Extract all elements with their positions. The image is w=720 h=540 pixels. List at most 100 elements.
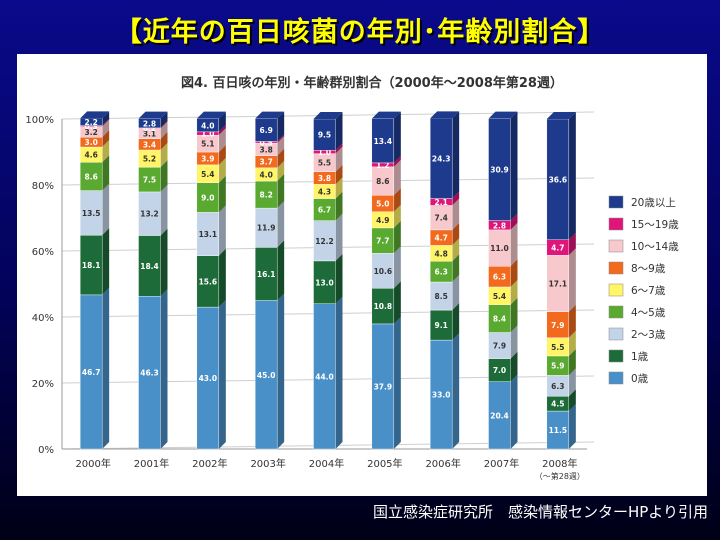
legend-swatch <box>608 195 624 209</box>
x-tick-label: 2000年 <box>75 457 110 470</box>
source-credit: 国立感染症研究所 感染情報センターHPより引用 <box>372 503 708 521</box>
bar-segment-side <box>568 304 576 338</box>
bar-segment-side <box>277 136 285 156</box>
data-label: 7.9 <box>551 321 564 330</box>
data-label: 8.4 <box>493 315 506 324</box>
bar-segment-side <box>218 205 226 256</box>
data-label: 3.0 <box>85 138 98 147</box>
bar-segment-side <box>218 248 226 308</box>
data-label: 4.3 <box>318 187 331 196</box>
bar-top <box>488 111 518 119</box>
bar-segment-side <box>102 183 110 236</box>
bar-segment-side <box>568 389 576 412</box>
bar-segment-side <box>335 191 343 221</box>
data-label: 4.6 <box>85 151 98 160</box>
bar-segment-side <box>393 155 401 167</box>
y-tick-label: 100% <box>25 115 54 126</box>
data-label: 13.4 <box>374 137 393 146</box>
x-tick-label: 2003年 <box>250 457 285 470</box>
data-label: 10.8 <box>374 302 393 311</box>
bar-segment-side <box>510 325 518 359</box>
data-label: 4.7 <box>435 234 448 243</box>
bar-segment-side <box>335 177 343 199</box>
data-label: 30.9 <box>490 166 509 175</box>
bar-segment-side <box>218 175 226 213</box>
legend-label: 2〜3歳 <box>631 329 666 341</box>
data-label: 18.1 <box>82 261 101 270</box>
data-label: 7.0 <box>493 366 506 375</box>
x-tick-label: 2007年 <box>484 457 519 470</box>
bar-top <box>196 111 226 119</box>
bar-segment-side <box>568 404 576 449</box>
bar-segment-side <box>218 128 226 152</box>
data-label: 13.2 <box>140 210 159 219</box>
data-label: 5.4 <box>493 292 506 301</box>
bar-segment-side <box>277 174 285 209</box>
data-label: 43.0 <box>199 374 218 383</box>
legend-label: 6〜7歳 <box>631 285 666 297</box>
data-label: 4.5 <box>551 400 564 409</box>
legend-label: 0歳 <box>631 373 649 385</box>
data-label: 46.7 <box>82 368 101 377</box>
data-label: 9.1 <box>435 321 448 330</box>
bar-segment-side <box>568 330 576 356</box>
data-label: 6.7 <box>318 206 331 215</box>
data-label: 7.5 <box>143 176 156 185</box>
data-label: 11.0 <box>490 244 509 253</box>
bar-segment-side <box>277 134 285 144</box>
x-tick-label: 2006年 <box>425 457 460 470</box>
data-label: 7.7 <box>376 237 389 246</box>
data-label: 8.6 <box>376 177 389 186</box>
bar-segment-side <box>160 184 168 236</box>
bar-top <box>430 111 460 119</box>
bar-segment-side <box>568 248 576 312</box>
chart-title: 図4. 百日咳の年別・年齢群別割合（2000年〜2008年第28週） <box>181 75 563 91</box>
legend-swatch <box>608 371 624 385</box>
bar-segment-side <box>335 213 343 261</box>
bar-segment-side <box>218 111 226 132</box>
bar-segment-side <box>102 130 110 148</box>
bar-segment-side <box>335 146 343 172</box>
data-label: 0.3 <box>85 122 98 131</box>
data-label: 20.4 <box>490 411 509 420</box>
bar-segment-side <box>277 201 285 248</box>
x-tick-label: 2005年 <box>367 457 402 470</box>
data-label: 1.2 <box>376 161 389 170</box>
data-label: 6.3 <box>493 273 506 282</box>
bar-segment-side <box>218 145 226 165</box>
data-label: 18.4 <box>140 262 159 271</box>
data-label: 33.0 <box>432 391 451 400</box>
data-label: 2.8 <box>143 119 156 128</box>
legend-swatch <box>608 217 624 231</box>
bar-segment-side <box>510 111 518 221</box>
data-label: 45.0 <box>257 371 276 380</box>
data-label: 4.0 <box>201 121 214 130</box>
bar-top <box>546 112 576 119</box>
bar-segment-side <box>277 148 285 168</box>
bar-segment-side <box>510 259 518 287</box>
data-label: 1.0 <box>201 130 214 139</box>
bar-segment-side <box>452 191 460 206</box>
data-label: 2.8 <box>493 221 506 230</box>
data-label: 4.9 <box>376 216 389 225</box>
data-label: 13.1 <box>199 230 218 239</box>
x-tick-note: （〜第28週） <box>535 471 585 481</box>
stacked-bar-chart: 図4. 百日咳の年別・年齢群別割合（2000年〜2008年第28週） 0% 20%… <box>25 75 679 481</box>
bar-segment-side <box>160 143 168 168</box>
data-label: 10.6 <box>374 267 393 276</box>
chart-panel: 図4. 百日咳の年別・年齢群別割合（2000年〜2008年第28週） 0% 20%… <box>17 54 707 496</box>
bar-segment-side <box>335 164 343 185</box>
legend-swatch <box>608 261 624 275</box>
bar-segment-side <box>335 143 343 154</box>
bar-segment-side <box>452 111 460 199</box>
bar-segment-side <box>160 131 168 151</box>
bar-segment-side <box>510 374 518 449</box>
legend-swatch <box>608 239 624 253</box>
data-label: 6.3 <box>435 268 448 277</box>
bar-segment-side <box>218 300 226 449</box>
bar-segment-side <box>102 118 110 127</box>
data-label: 8.5 <box>435 292 448 301</box>
data-label: 4.7 <box>551 244 564 253</box>
bar-segment-side <box>160 111 168 128</box>
bar-segment-side <box>160 289 168 449</box>
